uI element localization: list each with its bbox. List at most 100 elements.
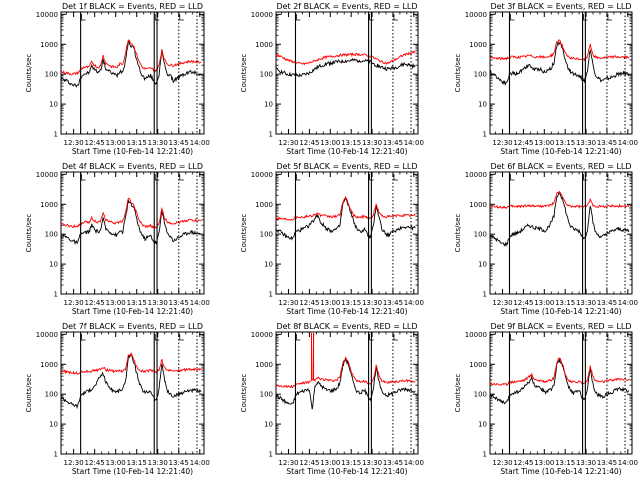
- x-tick-label: 13:15: [127, 139, 147, 147]
- y-tick-label: 1000: [40, 361, 58, 369]
- plot-frame: [60, 331, 205, 455]
- marker-flag: [179, 174, 184, 181]
- events-series-line: [276, 57, 416, 78]
- lld-series-line: [61, 352, 202, 375]
- plot-frame: [489, 11, 633, 135]
- y-axis-label: Counts/sec: [240, 214, 248, 253]
- marker-flag: [179, 334, 184, 341]
- x-tick-label: 13:00: [106, 299, 126, 307]
- marker-flag: [154, 174, 160, 181]
- y-tick-label: 1: [269, 131, 273, 139]
- y-tick-label: 1000: [469, 201, 487, 209]
- x-tick-label: 13:15: [341, 299, 361, 307]
- y-tick-label: 10: [478, 261, 487, 269]
- y-tick-label: 100: [260, 391, 273, 399]
- lld-spike: [312, 332, 315, 380]
- x-tick-label: 14:00: [404, 139, 424, 147]
- x-axis-label: Start Time (10-Feb-14 12:21:40): [286, 307, 407, 316]
- panel-4: Det 4f BLACK = Events, RED = LLD 1 10 100 10…: [25, 162, 210, 316]
- y-axis-label: Counts/sec: [25, 54, 33, 93]
- panel-7: Det 7f BLACK = Events, RED = LLD 1 10 100 10…: [25, 322, 210, 476]
- x-tick-label: 13:45: [169, 299, 189, 307]
- panel-8: Det 8f BLACK = Events, RED = LLD 1 10 100 10…: [240, 322, 424, 476]
- x-tick-label: 13:45: [597, 459, 617, 467]
- x-tick-label: 12:45: [513, 459, 533, 467]
- marker-flag: [607, 174, 612, 181]
- x-tick-label: 13:30: [148, 139, 168, 147]
- x-tick-label: 13:45: [383, 139, 403, 147]
- panel-5: Det 5f BLACK = Events, RED = LLD 1 10 100 10…: [240, 162, 424, 316]
- plot-frame: [489, 331, 633, 455]
- y-tick-label: 1: [54, 291, 58, 299]
- y-tick-label: 1000: [469, 41, 487, 49]
- x-tick-label: 12:30: [492, 459, 512, 467]
- x-tick-label: 13:30: [576, 459, 596, 467]
- y-tick-label: 10000: [251, 11, 273, 19]
- marker-flag: [607, 14, 612, 21]
- x-tick-label: 13:00: [320, 459, 340, 467]
- x-tick-label: 12:30: [278, 299, 298, 307]
- marker-flag: [583, 14, 588, 21]
- marker-flag: [369, 14, 374, 21]
- events-series-line: [276, 358, 416, 410]
- x-axis-label: Start Time (10-Feb-14 12:21:40): [500, 147, 621, 156]
- x-tick-label: 12:30: [278, 459, 298, 467]
- panel-1: Det 1f BLACK = Events, RED = LLD 1 10 100 10…: [25, 2, 210, 156]
- y-tick-label: 10000: [465, 11, 487, 19]
- x-tick-label: 14:00: [404, 299, 424, 307]
- y-tick-label: 100: [474, 231, 487, 239]
- x-tick-label: 14:00: [190, 299, 210, 307]
- x-tick-label: 13:00: [320, 139, 340, 147]
- events-series-line: [61, 40, 202, 88]
- plot-frame: [489, 171, 633, 295]
- x-axis-label: Start Time (10-Feb-14 12:21:40): [286, 147, 407, 156]
- y-tick-label: 10: [264, 421, 273, 429]
- x-tick-label: 12:30: [278, 139, 298, 147]
- y-tick-label: 10: [478, 421, 487, 429]
- lld-series-line: [276, 195, 416, 221]
- x-tick-label: 13:15: [555, 139, 575, 147]
- x-tick-label: 13:30: [576, 299, 596, 307]
- x-tick-label: 13:30: [362, 139, 382, 147]
- x-tick-label: 13:00: [320, 299, 340, 307]
- plot-frame: [275, 11, 419, 135]
- y-axis-label: Counts/sec: [454, 374, 462, 413]
- panel-title: Det 7f BLACK = Events, RED = LLD: [62, 322, 203, 331]
- panel-9: Det 9f BLACK = Events, RED = LLD 1 10 100 10…: [454, 322, 638, 476]
- marker-flag: [583, 174, 588, 181]
- lld-series-line: [276, 356, 416, 389]
- lld-series-line: [490, 39, 630, 62]
- y-tick-label: 10: [478, 101, 487, 109]
- y-tick-label: 1000: [469, 361, 487, 369]
- x-tick-label: 13:45: [597, 139, 617, 147]
- x-tick-label: 12:45: [85, 299, 105, 307]
- marker-flag: [154, 334, 160, 341]
- x-tick-label: 13:00: [534, 299, 554, 307]
- y-tick-label: 1: [483, 451, 487, 459]
- x-tick-label: 14:00: [404, 459, 424, 467]
- y-axis-label: Counts/sec: [25, 374, 33, 413]
- plot-frame: [275, 331, 419, 455]
- x-tick-label: 13:30: [148, 459, 168, 467]
- y-tick-label: 10: [49, 421, 58, 429]
- marker-flag: [393, 334, 398, 341]
- marker-flag: [393, 174, 398, 181]
- y-tick-label: 1: [269, 451, 273, 459]
- marker-flag: [369, 174, 374, 181]
- x-axis-label: Start Time (10-Feb-14 12:21:40): [286, 467, 407, 476]
- marker-flag: [393, 14, 398, 21]
- x-tick-label: 14:00: [618, 299, 638, 307]
- x-tick-label: 13:15: [341, 459, 361, 467]
- x-tick-label: 13:00: [534, 139, 554, 147]
- x-tick-label: 13:15: [127, 299, 147, 307]
- x-tick-label: 13:45: [169, 139, 189, 147]
- x-tick-label: 12:45: [299, 139, 319, 147]
- x-tick-label: 12:30: [492, 139, 512, 147]
- y-tick-label: 1: [54, 451, 58, 459]
- y-tick-label: 1000: [255, 41, 273, 49]
- x-tick-label: 13:15: [127, 459, 147, 467]
- x-tick-label: 13:00: [106, 139, 126, 147]
- x-tick-label: 13:15: [341, 139, 361, 147]
- y-tick-label: 10000: [251, 331, 273, 339]
- y-tick-label: 100: [474, 71, 487, 79]
